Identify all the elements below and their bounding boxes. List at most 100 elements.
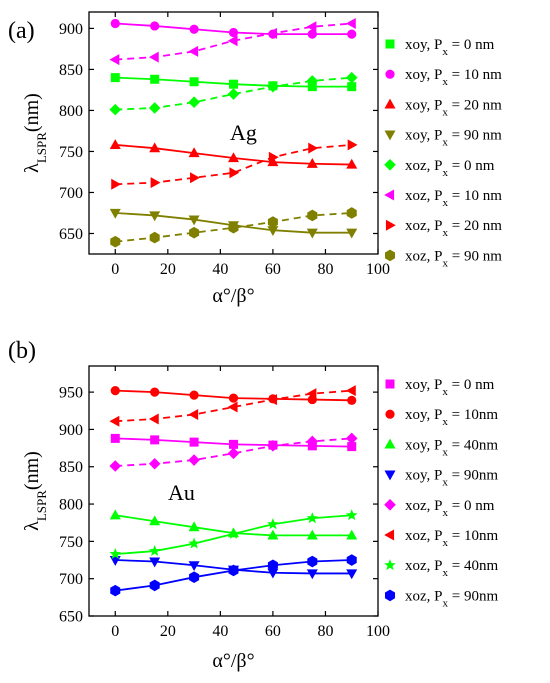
data-point-b-6-4 [267, 518, 279, 530]
panel-label-b: (b) [8, 338, 36, 364]
data-point-b-7-1 [149, 579, 160, 592]
data-point-a-6-0 [111, 178, 122, 190]
y-tick-label-a: 700 [59, 185, 83, 202]
data-point-b-7-5 [307, 555, 318, 568]
legend-label-a-7: xoz, Px = 90 nm [405, 248, 502, 269]
data-point-b-2-2 [188, 521, 200, 532]
annotation-b: Au [168, 480, 195, 505]
legend-marker-a-0 [385, 39, 395, 49]
data-point-b-1-1 [150, 387, 160, 397]
data-point-b-5-5 [306, 388, 317, 400]
data-point-b-5-3 [227, 401, 238, 413]
data-point-a-3-0 [109, 208, 121, 219]
data-point-a-0-2 [189, 77, 199, 87]
data-point-a-2-4 [267, 156, 279, 167]
data-point-a-3-1 [149, 211, 161, 222]
legend-label-a-6: xoz, Px = 20 nm [405, 218, 502, 239]
data-point-b-4-2 [188, 454, 200, 466]
data-point-a-6-1 [150, 177, 161, 189]
data-point-b-1-6 [347, 395, 357, 405]
data-point-b-4-3 [227, 447, 240, 460]
data-point-a-7-1 [149, 231, 160, 244]
x-tick-label-a: 20 [160, 261, 176, 278]
y-axis-title-a: λLSPR(nm) [21, 93, 49, 173]
data-point-b-4-1 [148, 457, 161, 470]
data-point-a-5-0 [109, 54, 120, 66]
legend-label-a-2: xoy, Px = 20 nm [405, 97, 502, 118]
data-point-b-7-4 [267, 559, 278, 572]
legend-marker-b-6 [384, 559, 396, 571]
data-point-b-3-4 [267, 568, 279, 579]
data-point-a-6-2 [190, 172, 200, 184]
data-point-b-6-3 [227, 527, 240, 539]
x-axis-title-a: α°/β° [212, 285, 254, 307]
y-tick-label-b: 700 [59, 571, 83, 588]
y-tick-label-b: 850 [59, 459, 83, 476]
legend-label-b-4: xoz, Px = 0 nm [405, 498, 495, 519]
y-axis-title-b: λLSPR(nm) [21, 451, 49, 531]
data-point-a-4-2 [188, 96, 200, 109]
data-point-a-4-3 [227, 88, 240, 100]
plot-frame-a [88, 11, 379, 255]
data-point-a-3-4 [267, 226, 279, 237]
y-tick-label-a: 800 [59, 103, 83, 120]
data-point-a-4-6 [345, 71, 358, 84]
data-point-b-5-4 [267, 394, 277, 406]
data-point-b-1-2 [189, 390, 199, 400]
data-point-a-0-0 [110, 73, 120, 83]
data-point-a-2-1 [149, 142, 161, 153]
data-point-a-5-1 [148, 51, 159, 63]
data-point-a-7-4 [267, 216, 278, 228]
x-tick-label-b: 20 [160, 623, 176, 640]
data-point-b-0-0 [110, 433, 120, 443]
data-point-b-6-5 [306, 512, 319, 524]
data-point-b-3-1 [149, 557, 161, 568]
x-axis-title-b: α°/β° [212, 650, 254, 672]
data-point-b-1-0 [110, 386, 120, 396]
data-point-b-5-0 [109, 415, 120, 427]
data-point-b-3-6 [346, 569, 358, 580]
data-point-b-4-5 [306, 435, 319, 448]
y-tick-label-b: 800 [59, 497, 83, 514]
legend-marker-a-6 [385, 219, 396, 231]
annotation-a: Ag [230, 120, 257, 145]
y-tick-label-b: 750 [59, 534, 83, 551]
data-point-a-4-0 [109, 103, 122, 116]
data-point-b-5-6 [345, 385, 356, 397]
legend-label-b-1: xoy, Px = 10nm [405, 407, 498, 428]
data-point-a-6-3 [229, 167, 240, 179]
y-tick-label-a: 650 [59, 226, 83, 243]
data-point-b-7-0 [110, 584, 121, 597]
data-point-b-0-6 [347, 442, 357, 452]
data-point-b-0-2 [189, 437, 199, 447]
data-point-b-7-2 [189, 571, 200, 583]
data-point-b-4-0 [109, 460, 122, 472]
panel-b: 0 20 40 60 80 100 650 700 750 800 850 900 950 (b) Au α°… [8, 338, 498, 672]
legend-marker-b-4 [384, 499, 396, 511]
legend-marker-a-5 [384, 189, 395, 201]
legend-marker-b-5 [384, 529, 395, 541]
y-tick-label-a: 850 [59, 62, 83, 79]
data-point-b-2-5 [306, 529, 318, 540]
data-point-a-5-3 [227, 35, 238, 47]
data-point-a-1-0 [110, 18, 120, 29]
data-point-b-5-2 [188, 408, 199, 421]
data-point-b-5-1 [148, 413, 159, 425]
data-point-a-0-6 [347, 82, 357, 92]
x-tick-label-a: 80 [317, 261, 333, 278]
data-point-b-2-6 [346, 529, 358, 540]
data-point-a-3-5 [306, 228, 318, 239]
data-point-b-6-1 [148, 544, 161, 556]
data-point-a-7-0 [110, 235, 121, 248]
data-point-b-0-1 [150, 435, 160, 445]
data-point-b-1-3 [228, 393, 239, 403]
data-point-a-5-5 [306, 21, 317, 33]
data-point-b-2-0 [109, 509, 121, 520]
data-point-a-4-1 [148, 102, 161, 114]
data-point-a-7-2 [189, 226, 200, 239]
legend-marker-b-2 [384, 438, 396, 449]
y-tick-label-b: 650 [59, 609, 83, 626]
data-point-a-2-6 [346, 158, 358, 169]
x-tick-label-b: 0 [111, 623, 119, 640]
